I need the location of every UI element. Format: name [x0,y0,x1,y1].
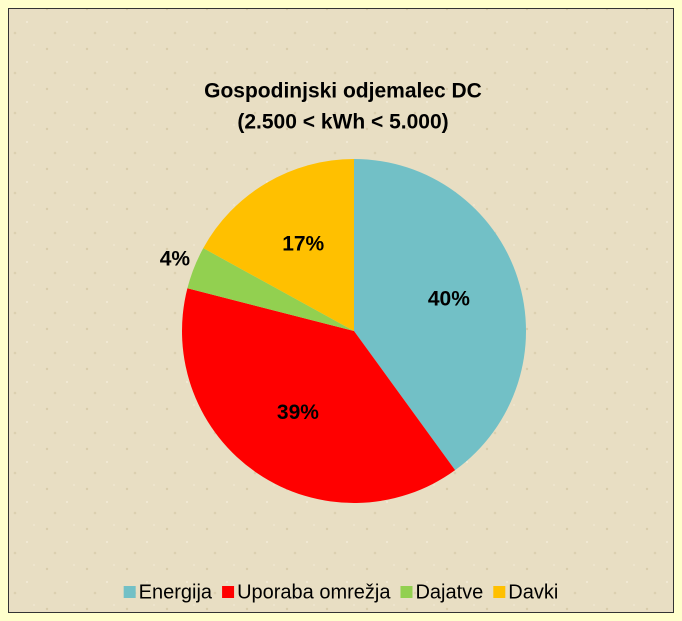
legend-swatch [400,586,413,598]
data-label: 39% [277,401,319,424]
legend-label: Dajatve [415,581,483,603]
pie-slice [187,248,354,331]
legend-label: Davki [508,581,558,603]
legend-swatch [123,586,136,598]
chart-title: Gospodinjski odjemalec DC [204,80,482,103]
chart-subtitle: (2.500 < kWh < 5.000) [237,111,448,134]
pie-slice [354,159,526,471]
data-label: 17% [282,233,324,256]
data-label: 40% [428,288,470,311]
legend-label: Energija [139,581,213,603]
pie-slice [182,288,456,503]
legend-swatch [222,586,235,598]
data-label: 4% [160,248,191,271]
legend-label: Uporaba omrežja [237,581,391,603]
pie-slice [203,159,354,331]
legend-swatch [493,586,506,598]
